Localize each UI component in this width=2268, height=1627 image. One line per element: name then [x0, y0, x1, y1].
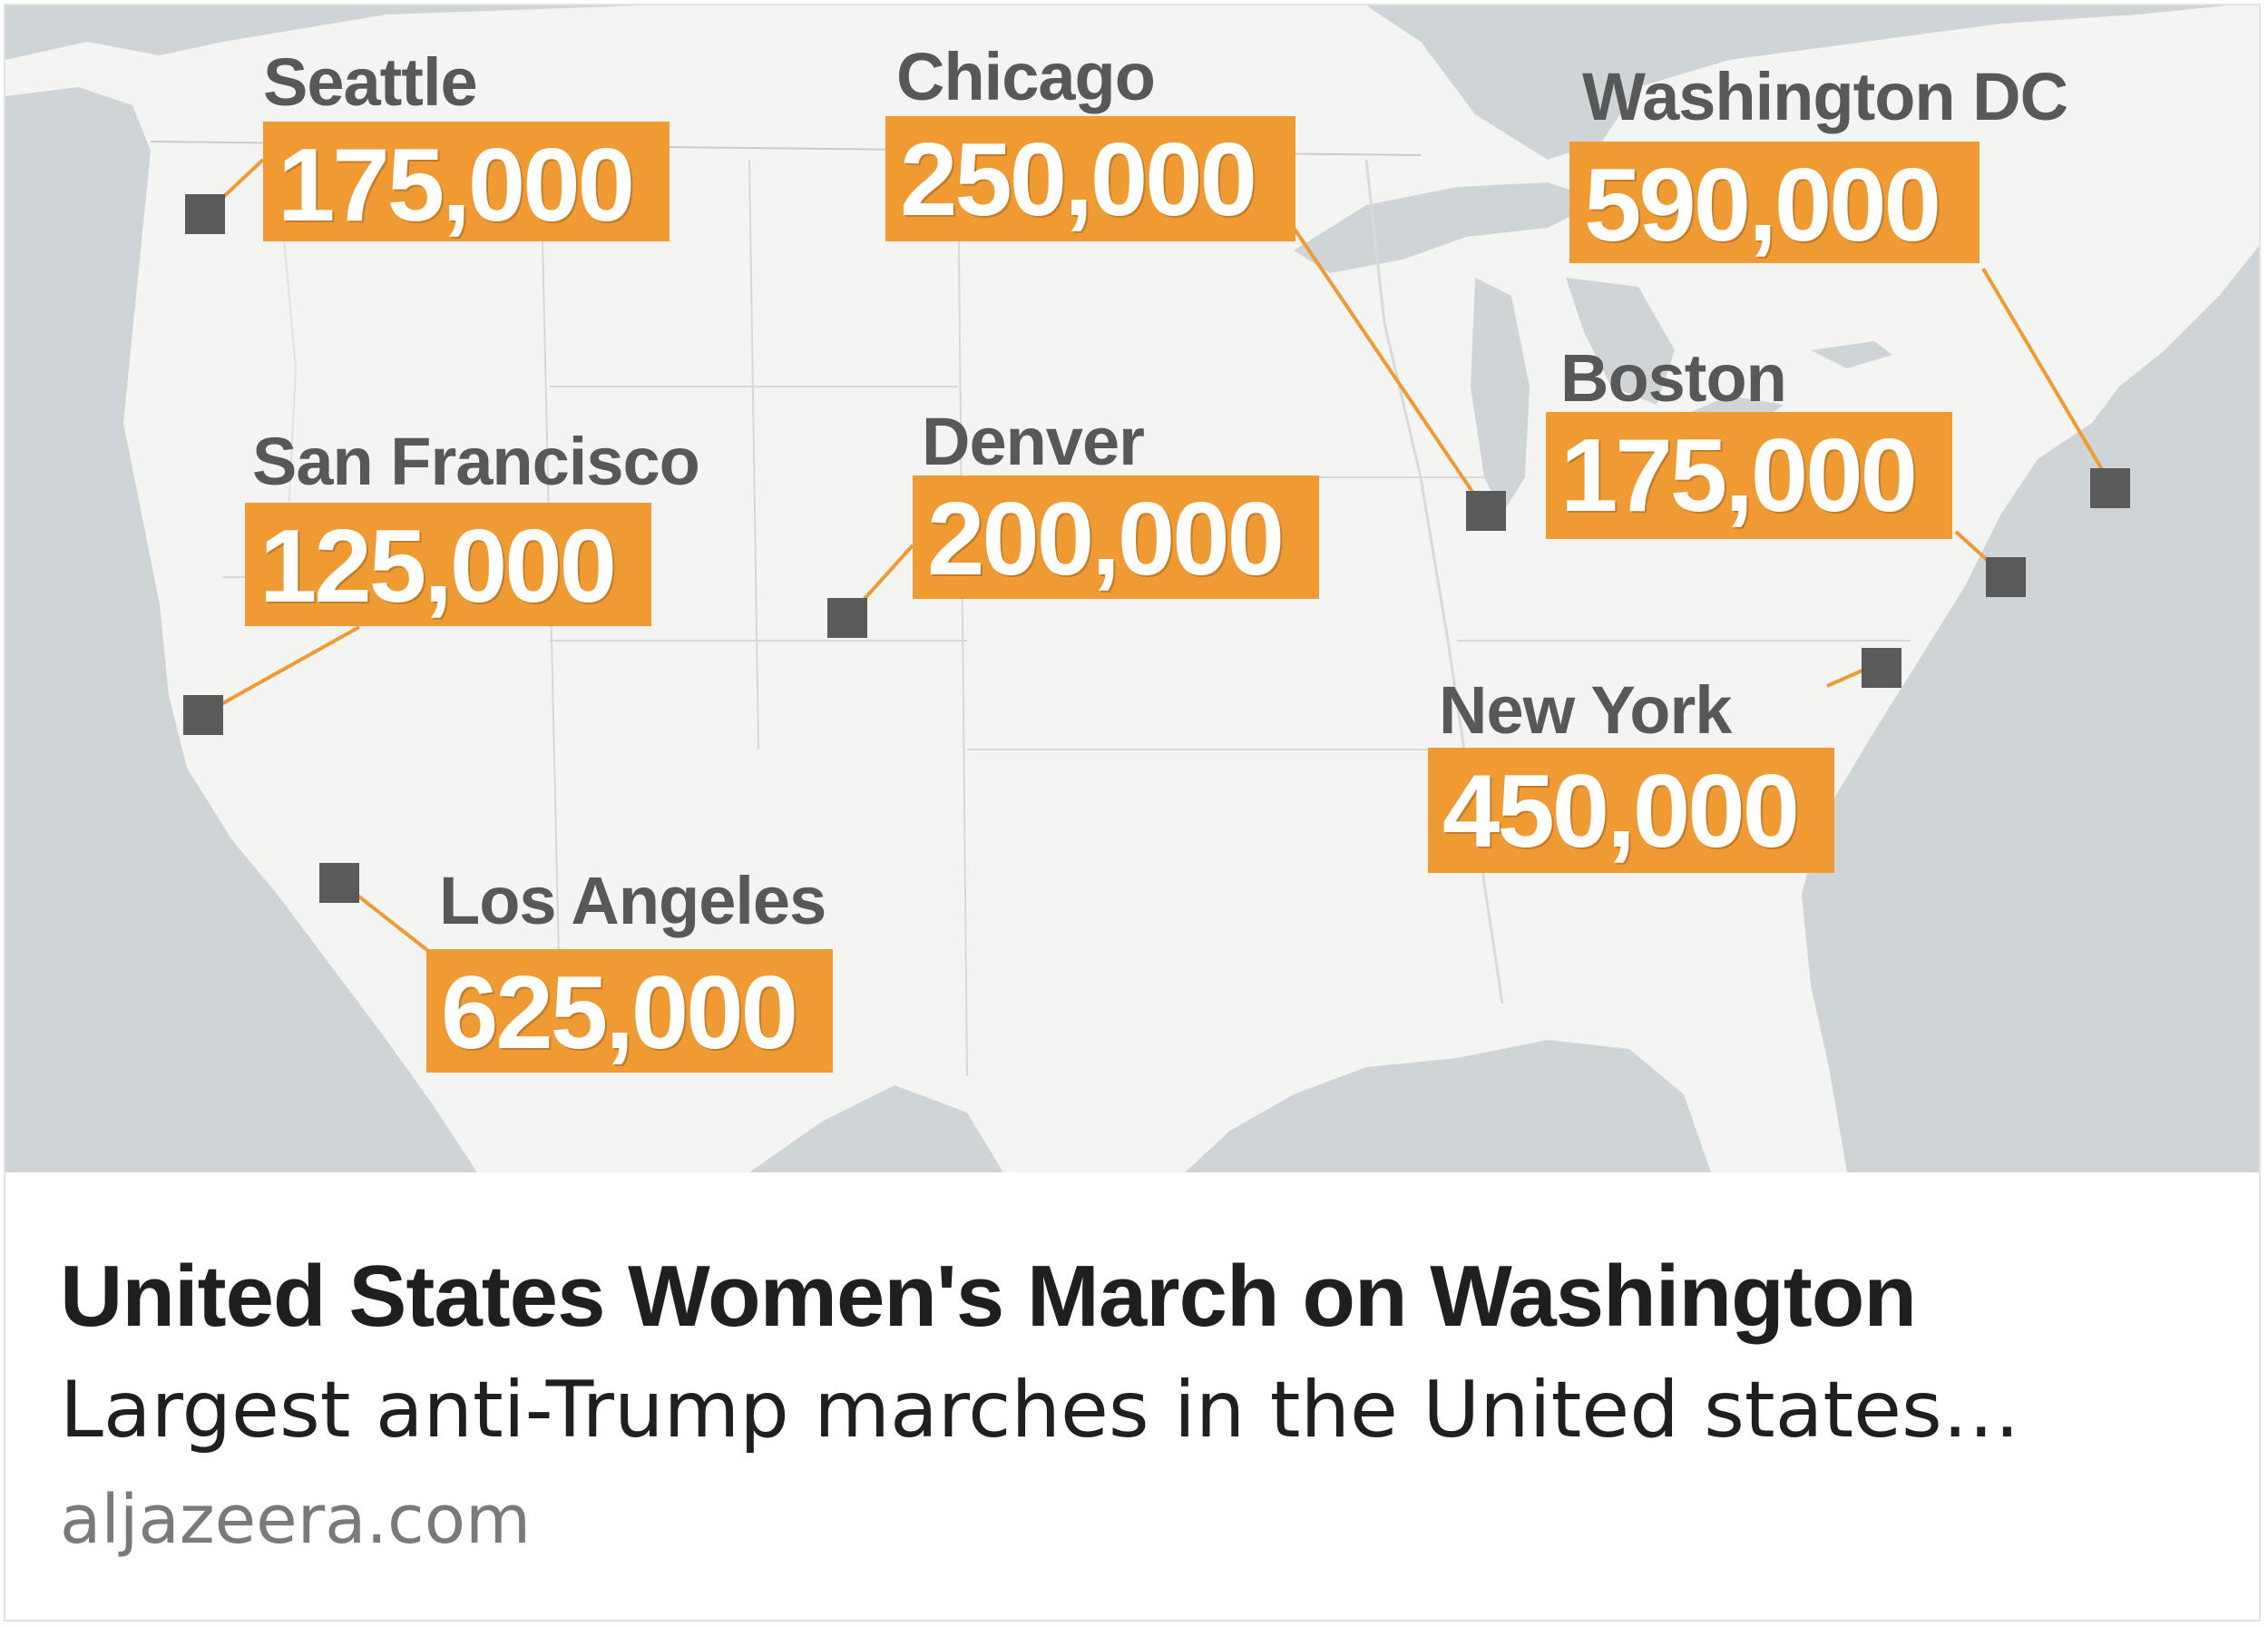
link-headline[interactable]: United States Women's March on Washingto… — [60, 1248, 1917, 1345]
map-image[interactable]: Seattle 175,000 Chicago 250,000 Washingt… — [5, 5, 2259, 1172]
link-description: Largest anti-Trump marches in the United… — [60, 1365, 2020, 1455]
boston-marker — [1986, 557, 2026, 597]
count-box-chicago: 250,000 — [885, 116, 1295, 241]
city-name-denver: Denver — [922, 404, 1145, 479]
city-name-boston: Boston — [1560, 340, 1787, 416]
new-york-marker — [1862, 648, 1901, 688]
city-name-new-york: New York — [1439, 672, 1732, 748]
city-name-los-angeles: Los Angeles — [439, 863, 826, 938]
city-name-washington-dc: Washington DC — [1582, 59, 2068, 134]
count-box-denver: 200,000 — [913, 475, 1319, 599]
count-box-los-angeles: 625,000 — [426, 949, 833, 1073]
san-francisco-marker — [183, 695, 223, 735]
denver-marker — [827, 598, 867, 638]
count-box-seattle: 175,000 — [263, 122, 670, 241]
seattle-marker — [185, 194, 225, 234]
link-source-domain: aljazeera.com — [60, 1481, 532, 1559]
link-preview-caption[interactable]: United States Women's March on Washingto… — [5, 1172, 2259, 1620]
city-name-chicago: Chicago — [896, 39, 1156, 114]
city-name-san-francisco: San Francisco — [252, 424, 700, 499]
chicago-marker — [1466, 491, 1506, 531]
los-angeles-marker — [319, 863, 359, 903]
count-box-boston: 175,000 — [1546, 412, 1952, 539]
count-box-washington-dc: 590,000 — [1569, 142, 1980, 263]
washington-dc-marker — [2090, 468, 2130, 508]
city-name-seattle: Seattle — [263, 44, 478, 120]
link-preview-card[interactable]: Seattle 175,000 Chicago 250,000 Washingt… — [4, 4, 2261, 1622]
count-box-new-york: 450,000 — [1428, 748, 1834, 873]
count-box-san-francisco: 125,000 — [245, 503, 651, 626]
